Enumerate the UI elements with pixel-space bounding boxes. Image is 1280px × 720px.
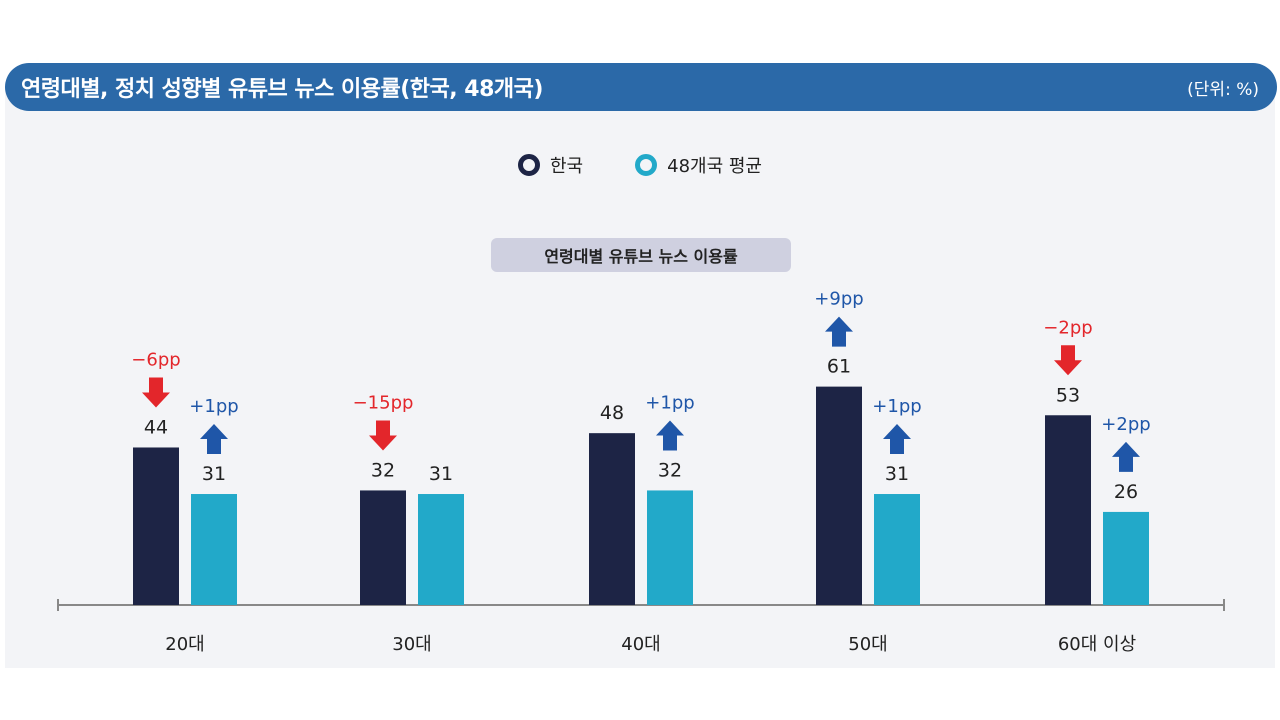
legend-label-average: 48개국 평균 bbox=[667, 156, 762, 177]
legend-item-korea: 한국 bbox=[518, 152, 583, 178]
change-label: +1pp bbox=[645, 392, 694, 413]
category-label: 60대 이상 bbox=[1058, 634, 1136, 655]
change-label: −2pp bbox=[1043, 317, 1092, 338]
change-label: −15pp bbox=[353, 392, 414, 413]
category-label: 50대 bbox=[848, 634, 887, 655]
value-label: 48 bbox=[600, 402, 624, 424]
category-label: 40대 bbox=[621, 634, 660, 655]
value-label: 31 bbox=[885, 463, 909, 485]
value-label: 32 bbox=[371, 459, 395, 481]
bar-korea bbox=[816, 386, 862, 605]
title-bar: 연령대별, 정치 성향별 유튜브 뉴스 이용률(한국, 48개국) (단위: %… bbox=[5, 63, 1277, 111]
bar-average bbox=[191, 494, 237, 605]
value-label: 31 bbox=[429, 463, 453, 485]
legend-marker-average bbox=[635, 154, 658, 176]
category-label: 30대 bbox=[392, 634, 431, 655]
bar-korea bbox=[1045, 415, 1091, 605]
change-label: +1pp bbox=[189, 396, 238, 417]
arrow-up-icon bbox=[883, 424, 911, 455]
bar-average bbox=[647, 490, 693, 605]
value-label: 53 bbox=[1056, 384, 1080, 406]
arrow-down-icon bbox=[1054, 345, 1082, 376]
change-label: +2pp bbox=[1101, 414, 1150, 435]
legend: 한국 48개국 평균 bbox=[0, 152, 1280, 178]
value-label: 26 bbox=[1114, 481, 1138, 503]
legend-item-average: 48개국 평균 bbox=[635, 152, 762, 178]
legend-marker-korea bbox=[518, 154, 540, 176]
chart-title: 연령대별, 정치 성향별 유튜브 뉴스 이용률(한국, 48개국) bbox=[21, 77, 543, 102]
value-label: 61 bbox=[827, 356, 851, 378]
bar-korea bbox=[360, 490, 406, 605]
value-label: 31 bbox=[202, 463, 226, 485]
change-label: +1pp bbox=[872, 396, 921, 417]
chart-subtitle: 연령대별 유튜브 뉴스 이용률 bbox=[491, 238, 791, 272]
bar-average bbox=[874, 494, 920, 605]
arrow-down-icon bbox=[369, 420, 397, 451]
change-label: −6pp bbox=[131, 349, 180, 370]
arrow-down-icon bbox=[142, 377, 170, 408]
arrow-up-icon bbox=[825, 316, 853, 347]
category-label: 20대 bbox=[165, 634, 204, 655]
arrow-up-icon bbox=[656, 420, 684, 451]
value-label: 44 bbox=[144, 416, 168, 438]
arrow-up-icon bbox=[1112, 441, 1140, 472]
change-label: +9pp bbox=[814, 289, 863, 310]
value-label: 32 bbox=[658, 459, 682, 481]
bar-average bbox=[1103, 511, 1149, 605]
bar-average bbox=[418, 494, 464, 605]
legend-label-korea: 한국 bbox=[550, 156, 584, 177]
arrow-up-icon bbox=[200, 424, 228, 455]
bar-korea bbox=[589, 433, 635, 605]
bar-korea bbox=[133, 447, 179, 605]
unit-label: (단위: %) bbox=[1187, 79, 1259, 100]
